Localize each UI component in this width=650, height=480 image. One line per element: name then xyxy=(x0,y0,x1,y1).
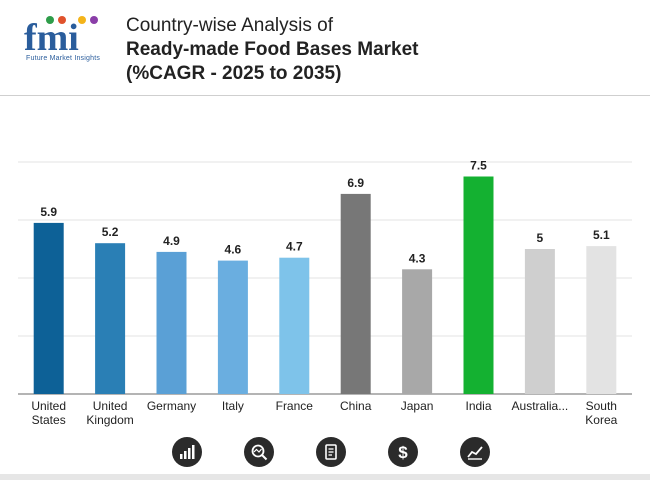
growth-chart-icon xyxy=(172,437,202,467)
category-label: India xyxy=(465,399,491,413)
bar xyxy=(524,249,555,394)
bar-chart-svg: 5.9UnitedStates5.2UnitedKingdom4.9German… xyxy=(18,159,632,427)
dollar-icon: $ xyxy=(388,437,418,467)
bar xyxy=(279,257,310,394)
document-icon xyxy=(316,437,346,467)
category-label: Australia... xyxy=(512,399,569,413)
data-label: 7.5 xyxy=(470,159,487,173)
category-label: Korea xyxy=(585,413,617,427)
title-line-1: Country-wise Analysis of xyxy=(126,15,333,36)
bar-chart: 5.9 United States 5.2 United Kingdom 4.9 German… xyxy=(0,96,650,434)
magnifier-chart-icon xyxy=(244,437,274,467)
report-header: fmi Future Market Insights Country-wise … xyxy=(0,0,650,96)
category-label: France xyxy=(276,399,314,413)
logo-caption: Future Market Insights xyxy=(26,55,101,62)
footer-bar xyxy=(0,474,650,480)
fmi-logo: fmi xyxy=(22,14,112,64)
category-label: Japan xyxy=(401,399,434,413)
category-label: Italy xyxy=(222,399,244,413)
bar xyxy=(217,260,248,394)
data-label: 4.9 xyxy=(163,234,180,248)
bar xyxy=(95,243,126,394)
bar xyxy=(156,251,187,394)
category-label: South xyxy=(586,399,617,413)
data-label: 4.3 xyxy=(409,251,426,265)
svg-text:$: $ xyxy=(398,443,408,461)
category-label: United xyxy=(93,399,128,413)
data-label: 4.7 xyxy=(286,240,303,254)
category-label: Kingdom xyxy=(86,413,133,427)
bar xyxy=(340,193,371,394)
footer-icons: $ xyxy=(0,434,650,480)
title-line-3: (%CAGR - 2025 to 2035) xyxy=(126,63,342,84)
bar xyxy=(33,222,64,394)
chart-title: Country-wise Analysis of Ready-made Food… xyxy=(126,14,419,86)
data-label: 4.6 xyxy=(225,243,242,257)
bar xyxy=(402,269,433,394)
category-label: States xyxy=(32,413,66,427)
svg-text:fmi: fmi xyxy=(24,17,79,56)
data-label: 5 xyxy=(537,231,544,245)
data-label: 5.1 xyxy=(593,228,610,242)
data-label: 5.2 xyxy=(102,225,119,239)
category-label: United xyxy=(31,399,66,413)
title-line-2: Ready-made Food Bases Market xyxy=(126,39,419,60)
data-label: 6.9 xyxy=(347,176,364,190)
bar xyxy=(586,246,617,394)
header-divider xyxy=(0,95,650,96)
bar xyxy=(463,176,494,394)
data-label: 5.9 xyxy=(40,205,57,219)
category-label: China xyxy=(340,399,372,413)
category-label: Germany xyxy=(147,399,196,413)
trend-chart-icon xyxy=(460,437,490,467)
